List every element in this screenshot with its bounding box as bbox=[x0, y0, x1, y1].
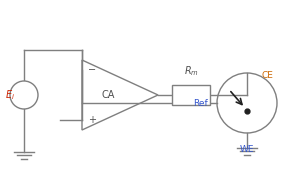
Circle shape bbox=[217, 73, 277, 133]
Text: $R_m$: $R_m$ bbox=[184, 64, 198, 78]
Text: $E_i$: $E_i$ bbox=[5, 88, 15, 102]
Text: Ref: Ref bbox=[193, 99, 208, 107]
Text: CA: CA bbox=[101, 90, 115, 100]
Text: −: − bbox=[88, 65, 96, 75]
Text: WE: WE bbox=[240, 145, 254, 154]
Bar bbox=[172, 85, 210, 105]
Text: +: + bbox=[88, 115, 96, 125]
Circle shape bbox=[10, 81, 38, 109]
Text: CE: CE bbox=[262, 70, 274, 79]
